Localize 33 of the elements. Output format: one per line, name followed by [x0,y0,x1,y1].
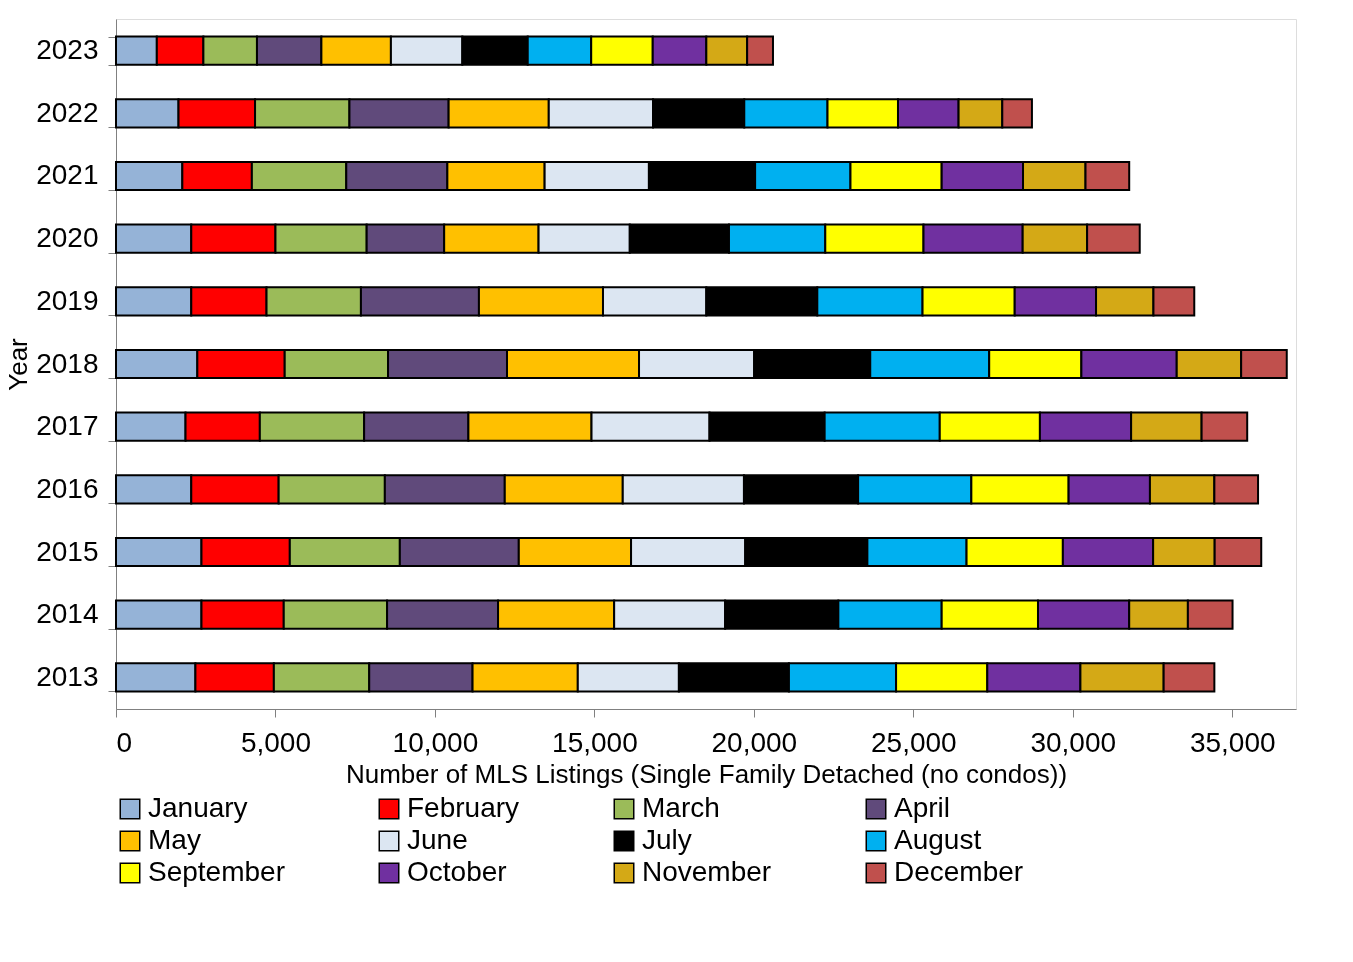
x-tick-label: 15,000 [552,726,638,758]
y-tick-label: 2022 [36,96,99,128]
x-tick-label: 25,000 [870,726,957,758]
legend-label: December [894,856,1024,887]
legend-label: June [407,824,468,855]
legend-label: October [407,856,507,887]
y-tick-label: 2015 [36,535,99,567]
y-tick-label: 2016 [36,472,99,504]
y-tick-label: 2017 [36,410,99,442]
legend-label: July [642,824,692,855]
y-tick-label: 2020 [36,222,99,254]
y-tick-label: 2019 [36,284,99,316]
x-tick-label: 30,000 [1030,726,1117,758]
legend-label: January [148,792,248,823]
legend-label: March [642,792,720,823]
x-tick-label: 10,000 [392,726,479,758]
legend-label: September [148,856,285,887]
y-tick-label: 2023 [36,34,99,66]
x-tick-label: 5,000 [240,726,311,758]
legend-label: May [148,824,201,855]
x-tick-label: 20,000 [711,726,798,758]
y-axis-title: Year [3,337,34,391]
x-tick-label: 35,000 [1189,726,1276,758]
x-tick-label: 0 [116,726,133,758]
x-axis-title: Number of MLS Listings (Single Family Detached (no condos)) [345,758,1068,789]
legend-label: February [407,792,520,823]
legend-label: August [894,824,982,855]
y-tick-label: 2014 [36,598,99,630]
y-tick-label: 2021 [36,159,99,191]
y-tick-label: 2013 [36,660,99,692]
legend-label: April [894,792,951,823]
legend-label: November [642,856,772,887]
y-tick-label: 2018 [36,347,99,379]
